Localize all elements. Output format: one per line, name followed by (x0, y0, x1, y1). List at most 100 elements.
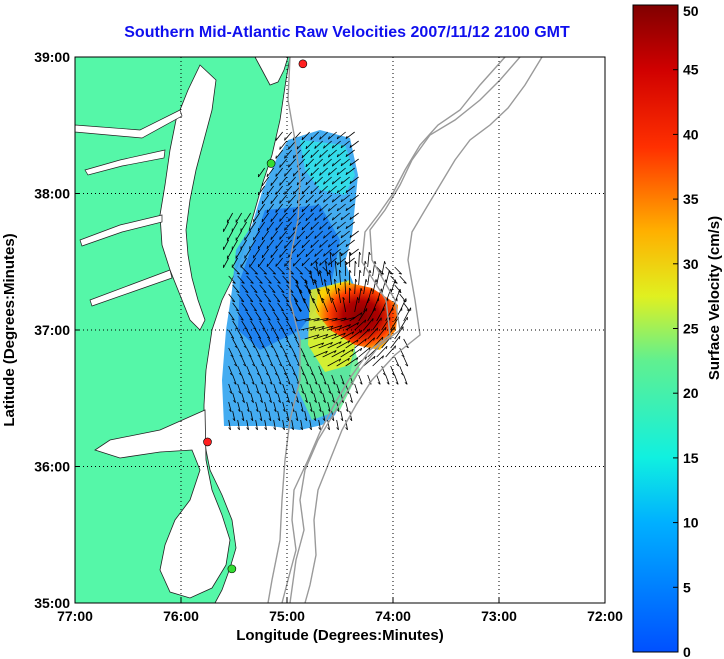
velocity-arrow-head (368, 251, 371, 255)
velocity-arrow-head (340, 144, 343, 149)
velocity-arrow-head (269, 400, 272, 403)
velocity-arrow-head (285, 318, 289, 321)
velocity-arrow-head (275, 227, 277, 231)
velocity-arrow-shaft (328, 270, 333, 286)
velocity-arrow-head (285, 300, 290, 303)
velocity-arrow-head (304, 279, 308, 283)
velocity-arrow-shaft (318, 383, 323, 394)
velocity-arrow-head (334, 350, 337, 354)
velocity-arrow-head (389, 272, 393, 275)
land-mass (75, 57, 291, 603)
velocity-arrow-shaft (258, 257, 265, 268)
velocity-arrow-head (342, 297, 346, 300)
colorbar-tick-label: 40 (683, 126, 699, 142)
velocity-arrow-shaft (228, 419, 231, 430)
velocity-arrow-shaft (279, 158, 287, 168)
velocity-arrow-head (258, 300, 263, 303)
velocity-arrow-head (364, 338, 367, 342)
velocity-arrow-head (331, 253, 334, 257)
velocity-arrow-shaft (259, 392, 263, 403)
velocity-arrow-head (279, 200, 281, 204)
velocity-arrow-shaft (336, 203, 346, 212)
velocity-arrow-head (349, 269, 352, 273)
velocity-arrow-head (327, 409, 331, 412)
velocity-arrow-shaft (331, 297, 338, 313)
velocity-arrow-head (277, 418, 281, 422)
velocity-arrow-shaft (268, 392, 272, 403)
velocity-arrow-shaft (372, 317, 382, 331)
velocity-arrow-head (281, 272, 285, 275)
velocity-arrow-head (328, 208, 330, 212)
velocity-arrow-shaft (345, 131, 355, 140)
velocity-arrow-shaft (354, 338, 367, 349)
velocity-arrow-head (236, 272, 240, 275)
velocity-arrow-head (372, 318, 374, 322)
velocity-arrow-head (349, 180, 352, 184)
velocity-arrow-head (301, 208, 304, 213)
velocity-arrow-head (349, 144, 352, 148)
velocity-arrow-shaft (286, 356, 292, 367)
velocity-arrow-shaft (258, 203, 265, 214)
velocity-arrow-shaft (282, 383, 287, 394)
velocity-arrow-head (345, 153, 348, 157)
velocity-arrow-head (330, 342, 333, 345)
y-tick-label: 37:00 (34, 322, 70, 338)
velocity-arrow-head (259, 282, 263, 284)
velocity-arrow-shaft (250, 320, 257, 330)
velocity-arrow-shaft (273, 329, 280, 339)
velocity-arrow-shaft (237, 311, 244, 321)
velocity-arrow-head (301, 154, 304, 159)
velocity-arrow-head (284, 173, 286, 177)
velocity-arrow-head (305, 235, 308, 239)
velocity-arrow-shaft (232, 338, 238, 348)
velocity-arrow-shaft (295, 266, 303, 275)
velocity-arrow-shaft (313, 392, 317, 403)
velocity-arrow-shaft (250, 356, 256, 367)
velocity-arrow-shaft (250, 374, 255, 385)
velocity-arrow-shaft (255, 419, 258, 430)
velocity-arrow-shaft (266, 257, 274, 268)
velocity-arrow-head (275, 336, 279, 339)
velocity-arrow-shaft (237, 419, 240, 430)
velocity-arrow-shaft (310, 203, 319, 213)
velocity-arrow-shaft (255, 293, 263, 303)
velocity-arrow-head (282, 409, 286, 412)
velocity-arrow-shaft (232, 392, 236, 403)
velocity-arrow-shaft (240, 221, 248, 232)
velocity-arrow-shaft (241, 284, 249, 293)
velocity-arrow-head (337, 391, 341, 394)
velocity-arrow-head (319, 172, 321, 176)
velocity-arrow-head (319, 244, 321, 248)
delaware-bay (254, 57, 289, 86)
velocity-arrow-shaft (349, 176, 359, 184)
velocity-arrow-shaft (340, 392, 344, 403)
velocity-arrow-head (318, 427, 321, 431)
velocity-arrow-head (260, 382, 264, 385)
velocity-arrow-head (350, 400, 353, 403)
velocity-arrow-shaft (288, 140, 296, 150)
velocity-arrow-shaft (367, 288, 372, 304)
velocity-arrow-shaft (253, 230, 260, 241)
velocity-arrow-shaft (328, 257, 337, 266)
velocity-arrow-head (284, 191, 286, 195)
velocity-arrow-shaft (237, 275, 245, 284)
velocity-arrow-shaft (314, 158, 323, 167)
velocity-arrow-shaft (322, 333, 337, 340)
velocity-arrow-shaft (327, 358, 342, 367)
velocity-arrow-head (274, 373, 278, 376)
velocity-arrow-head (328, 391, 332, 394)
velocity-arrow-shaft (255, 275, 263, 284)
velocity-arrow-head (357, 297, 359, 301)
velocity-arrow-shaft (332, 140, 341, 149)
velocity-arrow-shaft (331, 392, 335, 403)
velocity-arrow-head (314, 400, 317, 403)
velocity-arrow-head (242, 400, 245, 403)
velocity-arrow-shaft (309, 401, 313, 412)
velocity-arrow-head (272, 272, 276, 275)
velocity-arrow-shaft (399, 275, 407, 284)
velocity-arrow-head (288, 182, 290, 186)
velocity-arrow-head (288, 146, 290, 150)
velocity-arrow-shaft (340, 248, 350, 257)
velocity-arrow-head (336, 244, 339, 248)
bay-tributary-2 (79, 214, 163, 247)
